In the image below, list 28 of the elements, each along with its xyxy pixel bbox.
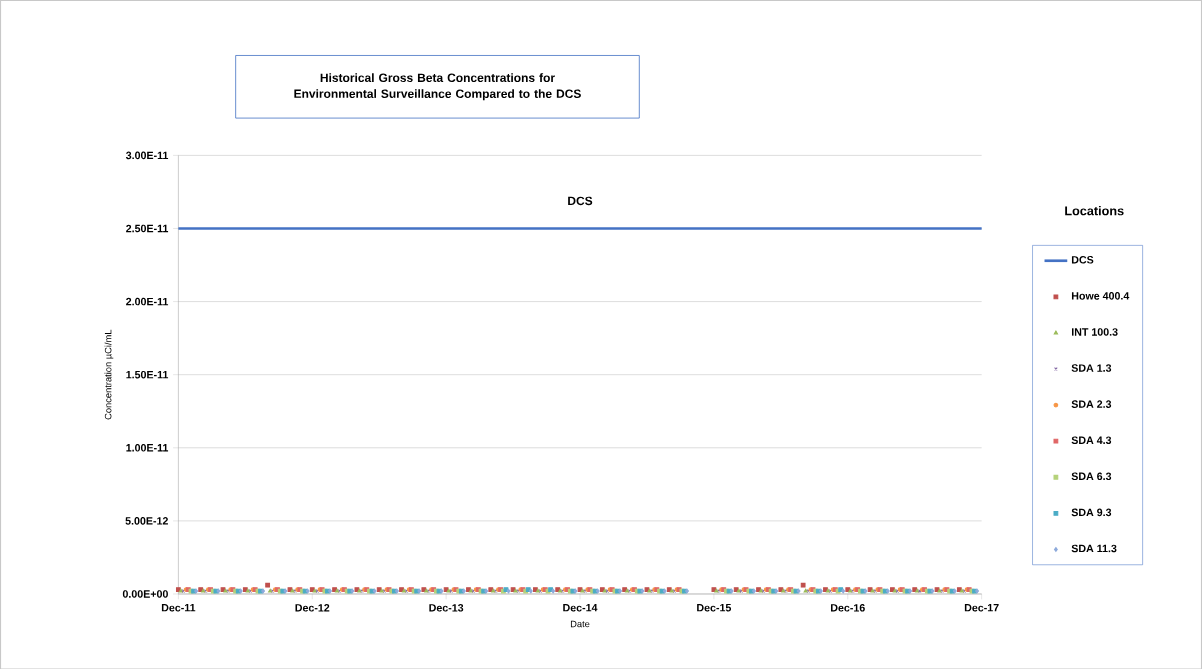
annotation: DCS — [568, 196, 593, 205]
legend-label: Howe 400.4 — [1071, 291, 1130, 300]
legend-label: DCS — [1071, 255, 1094, 264]
legend-label: SDA 9.3 — [1071, 508, 1112, 516]
legend-label: SDA 11.3 — [1071, 544, 1117, 553]
x-tick-label: Dec-15 — [697, 603, 732, 612]
y-tick-label: 3.00E-11 — [125, 151, 169, 159]
y-axis-title: Concentration µCi/mL — [104, 329, 114, 420]
x-tick-label: Dec-13 — [429, 603, 464, 612]
x-tick-label: Dec-12 — [295, 603, 330, 612]
y-tick-label: 0.00E+00 — [122, 590, 168, 598]
y-tick-label: 2.00E-11 — [126, 297, 169, 306]
x-tick-label: Dec-11 — [161, 603, 196, 612]
chart-title: Historical Gross Beta Concentrations for Environmental Surveillance Compared to the DCS — [294, 72, 581, 101]
y-tick-label: 5.00E-12 — [125, 516, 168, 525]
legend-label: SDA 2.3 — [1071, 400, 1112, 408]
y-tick-label: 1.00E-11 — [126, 443, 169, 452]
y-tick-label: 2.50E-11 — [126, 224, 169, 233]
legend-title: Locations — [1065, 205, 1124, 216]
x-axis-title: Date — [570, 620, 590, 628]
x-tick-label: Dec-17 — [964, 603, 999, 612]
legend-label: SDA 1.3 — [1071, 364, 1112, 372]
legend-label: SDA 6.3 — [1071, 472, 1112, 480]
x-tick-label: Dec-14 — [563, 603, 598, 612]
legend-label: INT 100.3 — [1071, 327, 1118, 336]
y-tick-label: 1.50E-11 — [126, 370, 169, 379]
legend-label: SDA 4.3 — [1071, 436, 1112, 444]
x-tick-label: Dec-16 — [831, 603, 865, 612]
